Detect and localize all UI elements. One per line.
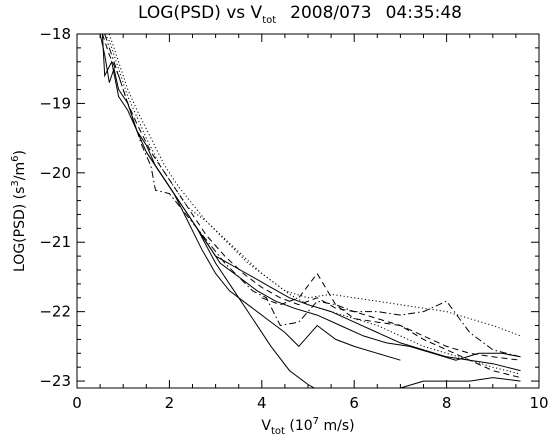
- y-tick-label: −18: [39, 25, 71, 43]
- title-date: 2008/073: [290, 3, 371, 23]
- y-tick-label: −22: [39, 303, 71, 321]
- y-tick-label: −23: [39, 372, 71, 390]
- x-tick-label: 10: [529, 394, 548, 412]
- chart-title: LOG(PSD) vs Vtot 2008/073 04:35:48: [138, 3, 462, 26]
- x-axis-label-unit-rest: m/s): [319, 418, 355, 434]
- plot-frame: [76, 33, 540, 389]
- series-line-7: [101, 34, 521, 361]
- x-tick-label: 4: [257, 394, 267, 412]
- x-axis-label-unit-sup: 7: [313, 416, 319, 427]
- y-tick-label: −21: [39, 233, 71, 251]
- series-line-6: [108, 34, 521, 375]
- series-line-3: [145, 151, 401, 361]
- y-axis-label: LOG(PSD) (s3/m6): [10, 150, 28, 272]
- series-line-5: [104, 34, 521, 337]
- x-axis-label-sub: tot: [271, 426, 285, 437]
- x-tick-label: 2: [165, 394, 175, 412]
- axis-tick-labels: 0 2 4 6 8 10 −23 −22 −21 −20 −19 −18: [39, 25, 548, 412]
- x-tick-label: 0: [72, 394, 82, 412]
- title-main: LOG(PSD) vs V: [138, 3, 263, 23]
- x-tick-label: 6: [349, 394, 359, 412]
- x-axis-label: Vtot (107 m/s): [261, 416, 354, 437]
- x-axis-label-v: V: [261, 418, 271, 434]
- y-axis-label-sup2: 6: [10, 155, 21, 161]
- title-subscript: tot: [262, 15, 276, 26]
- axis-ticks: [76, 33, 540, 388]
- y-axis-label-end: ): [12, 150, 28, 155]
- y-axis-label-text: LOG(PSD) (s: [12, 187, 28, 272]
- y-axis-label-sup1: 3: [10, 180, 21, 186]
- series-line-2: [101, 34, 521, 361]
- series-group: [99, 34, 521, 388]
- series-line-4: [196, 228, 521, 388]
- title-time: 04:35:48: [386, 3, 462, 23]
- series-line-9: [104, 34, 521, 358]
- x-tick-label: 8: [442, 394, 452, 412]
- y-axis-label-mid: /m: [12, 162, 28, 180]
- y-tick-label: −20: [39, 164, 71, 182]
- y-tick-label: −19: [39, 94, 71, 112]
- series-line-1: [99, 34, 521, 372]
- series-line-8: [261, 272, 521, 379]
- x-axis-label-unit: (10: [285, 418, 313, 434]
